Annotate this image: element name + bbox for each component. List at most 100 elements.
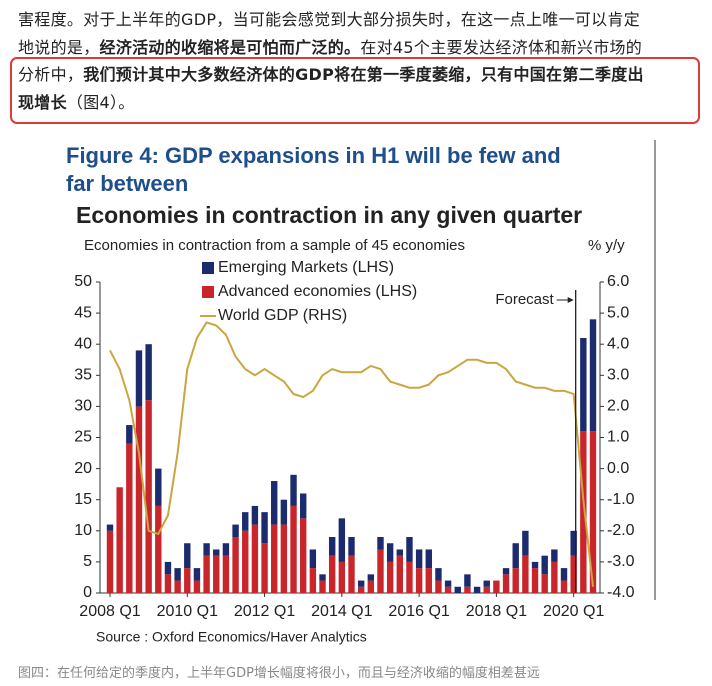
bar-segment	[106, 530, 114, 593]
y2-tick-label: 3.0	[607, 367, 629, 384]
y-tick-label: 10	[74, 522, 92, 539]
y2-tick-label: -4.0	[607, 584, 635, 601]
bar-segment	[435, 568, 442, 581]
bold-text: 经济活动的收缩将是可怕而广泛的。	[99, 37, 361, 57]
bar-segment	[174, 568, 181, 581]
bar-segment	[531, 561, 539, 569]
bar-segment	[396, 549, 403, 556]
bar-segment	[184, 543, 191, 569]
bar-segment	[135, 406, 143, 593]
y-tick-label: 5	[83, 553, 92, 570]
bar-segment	[135, 350, 143, 407]
bar-segment	[512, 543, 519, 569]
bar-segment	[319, 574, 326, 581]
bar-segment	[145, 400, 152, 593]
bar-segment	[222, 543, 230, 556]
bar-segment	[386, 561, 394, 593]
bar-segment	[338, 518, 346, 562]
bold-text: 现增长	[18, 92, 67, 112]
bar-segment	[444, 586, 452, 593]
y-tick-label: 15	[74, 491, 92, 508]
bar-segment	[116, 487, 123, 593]
y-tick-label: 40	[74, 335, 92, 352]
bar-segment	[213, 555, 220, 593]
x-tick-label: 2018 Q1	[466, 603, 527, 620]
bar-segment	[203, 555, 210, 593]
bar-segment	[415, 568, 423, 593]
bar-segment	[377, 537, 384, 550]
bar-segment	[242, 512, 249, 531]
bar-segment	[357, 580, 365, 587]
y2-tick-label: 6.0	[607, 273, 629, 290]
x-tick-label: 2012 Q1	[234, 603, 295, 620]
figure-title: Figure 4: GDP expansions in H1 will be f…	[66, 143, 561, 168]
legend-label: World GDP (RHS)	[218, 307, 347, 324]
bar-segment	[435, 580, 442, 593]
bar-segment	[396, 555, 403, 593]
bar-segment	[367, 580, 375, 593]
y-tick-label: 0	[83, 584, 92, 601]
y2-tick-label: 5.0	[607, 304, 629, 321]
bar-segment	[560, 580, 568, 593]
bar-segment	[580, 337, 587, 432]
bar-segment	[522, 530, 529, 556]
figure-title: far between	[66, 171, 188, 196]
bar-segment	[348, 555, 355, 593]
text: （图4）。	[66, 92, 135, 112]
x-tick-label: 2020 Q1	[543, 603, 604, 620]
bold-text: 我们预计其中大多数经济体的GDP将在第一季度萎缩，只有中国在第二季度出	[83, 65, 644, 84]
bar-segment	[309, 549, 317, 569]
text: 害程度。对于上半年的GDP，当可能会感觉到大部分损失时，在这一点上唯一可以肯定	[18, 10, 641, 29]
legend-swatch	[202, 262, 214, 274]
bar-segment	[425, 568, 432, 593]
text-line: 分析中，我们预计其中大多数经济体的GDP将在第一季度萎缩，只有中国在第二季度出	[18, 61, 644, 85]
bar-segment	[193, 580, 201, 593]
bar-segment	[261, 543, 268, 593]
bar-segment	[531, 568, 539, 593]
bar-segment	[145, 344, 152, 401]
bar-segment	[493, 580, 500, 593]
bar-segment	[232, 537, 239, 593]
bar-segment	[280, 524, 288, 593]
y2-tick-label: 2.0	[607, 398, 629, 415]
y2-tick-label: -2.0	[607, 522, 635, 539]
bar-segment	[271, 524, 278, 593]
legend-swatch	[202, 286, 214, 298]
y-tick-label: 30	[74, 398, 92, 415]
bar-segment	[541, 574, 548, 593]
bar-segment	[589, 319, 597, 432]
bar-segment	[502, 568, 510, 575]
bar-segment	[551, 561, 558, 593]
bar-segment	[290, 505, 297, 593]
bar-segment	[560, 568, 568, 581]
legend-label: Emerging Markets (LHS)	[218, 259, 394, 276]
bar-segment	[473, 586, 481, 593]
bar-segment	[300, 518, 307, 593]
bar-segment	[415, 549, 423, 569]
text-line: 地说的是，经济活动的收缩将是可怕而广泛的。在对45个主要发达经济体和新兴市场的	[18, 34, 642, 58]
bar-segment	[502, 574, 510, 593]
bar-segment	[406, 537, 413, 562]
bar-segment	[522, 555, 529, 593]
bar-segment	[357, 586, 365, 593]
bar-segment	[232, 524, 239, 538]
bar-segment	[454, 586, 461, 593]
bar-segment	[290, 474, 297, 506]
y-tick-label: 20	[74, 460, 92, 477]
y-tick-label: 45	[74, 304, 92, 321]
y-axis-label: Economies in contraction from a sample o…	[84, 237, 465, 254]
bar-segment	[406, 561, 413, 593]
text-line: 害程度。对于上半年的GDP，当可能会感觉到大部分损失时，在这一点上唯一可以肯定	[18, 6, 640, 30]
y-tick-label: 25	[74, 429, 92, 446]
bar-segment	[193, 568, 201, 581]
highlight-box	[10, 57, 700, 124]
bar-segment	[464, 586, 471, 593]
bar-segment	[377, 549, 384, 593]
bar-segment	[425, 549, 432, 569]
y2-tick-label: 1.0	[607, 429, 629, 446]
bar-segment	[589, 431, 597, 593]
x-tick-label: 2014 Q1	[311, 603, 372, 620]
annotation: Forecast	[495, 291, 554, 308]
bar-segment	[203, 543, 210, 556]
